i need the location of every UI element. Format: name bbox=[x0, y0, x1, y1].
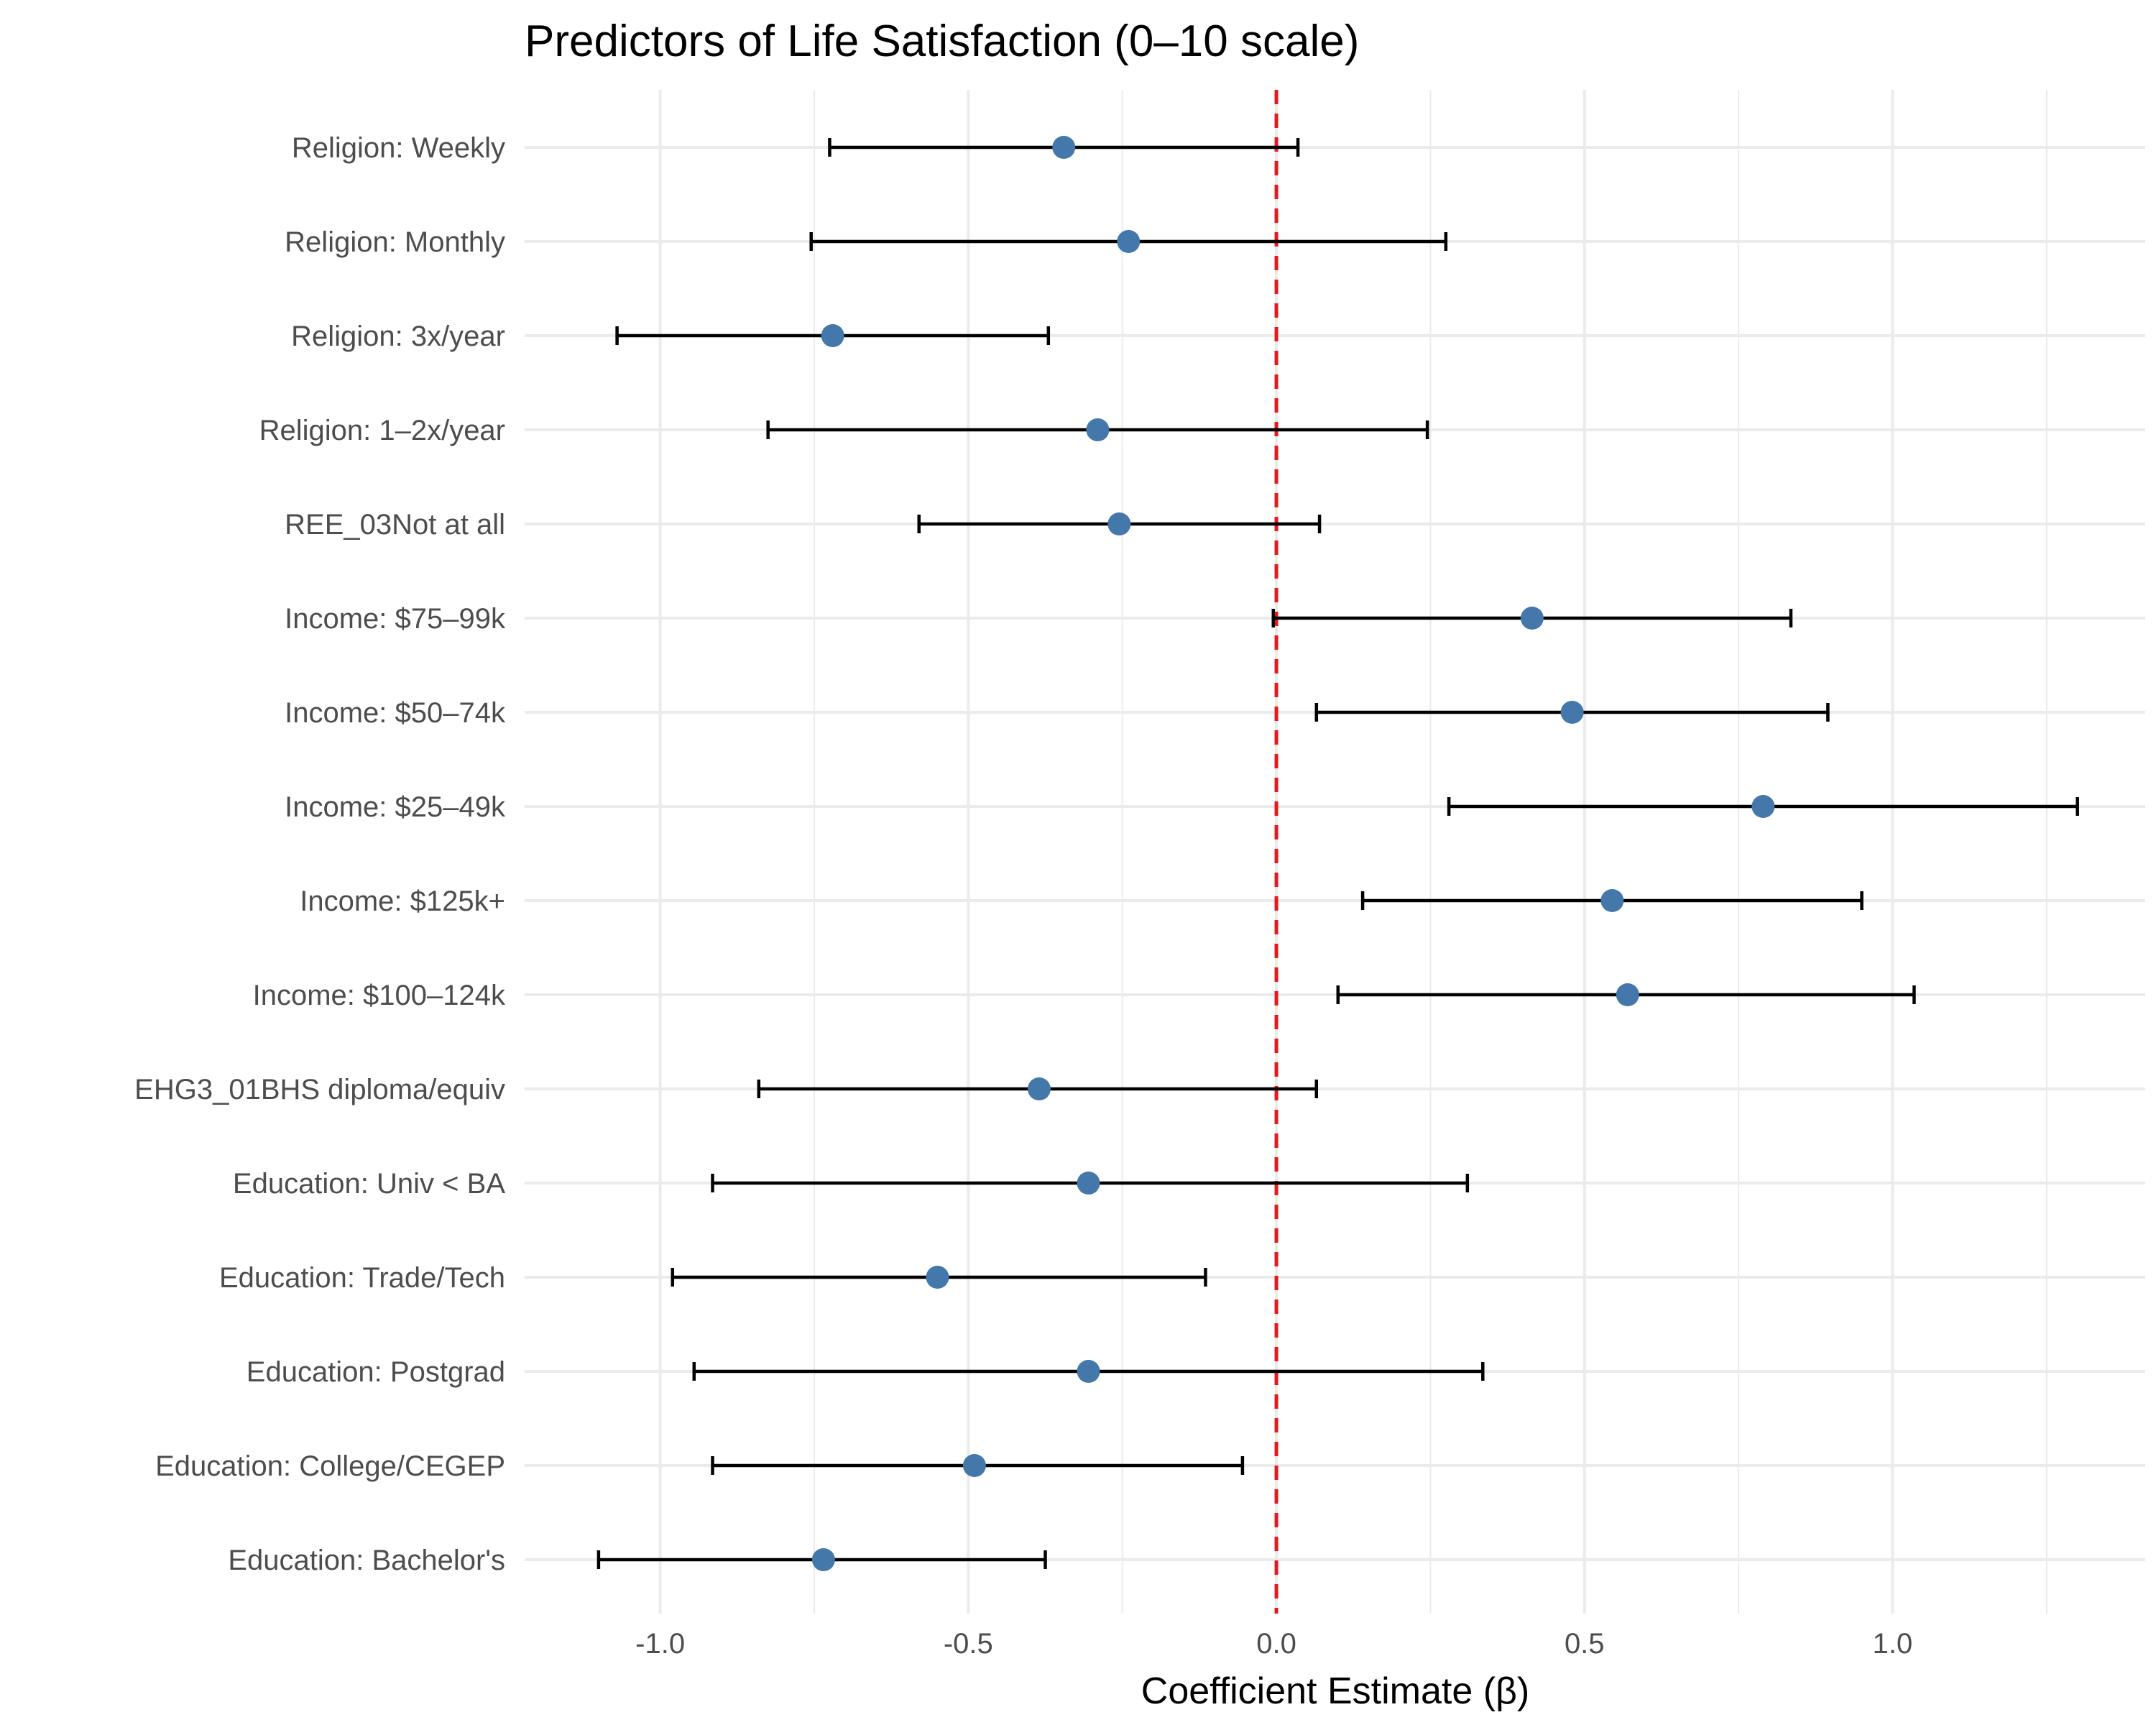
y-tick-label: REE_03Not at all bbox=[285, 509, 505, 540]
y-tick-label: Income: $75–99k bbox=[285, 603, 506, 635]
y-tick-label: Income: $50–74k bbox=[285, 697, 506, 729]
estimate-point bbox=[1521, 607, 1544, 630]
estimate-point bbox=[1751, 795, 1774, 818]
y-tick-label: Religion: 1–2x/year bbox=[259, 415, 505, 446]
grid bbox=[525, 90, 2145, 1614]
estimate-point bbox=[963, 1454, 986, 1477]
estimate-point bbox=[1117, 230, 1140, 253]
estimate-point bbox=[1052, 136, 1075, 159]
estimate-point bbox=[1561, 701, 1584, 724]
points bbox=[812, 136, 1775, 1571]
y-tick-label: Education: Bachelor's bbox=[228, 1545, 505, 1576]
y-tick-label: Education: Univ < BA bbox=[233, 1168, 505, 1200]
estimate-point bbox=[1616, 983, 1639, 1006]
y-tick-label: Education: College/CEGEP bbox=[155, 1450, 505, 1482]
x-tick-label: 0.0 bbox=[1256, 1628, 1296, 1660]
x-axis-tick-labels: -1.0 -0.5 0.0 0.5 1.0 bbox=[635, 1628, 1912, 1660]
y-tick-label: Education: Trade/Tech bbox=[219, 1262, 505, 1294]
y-tick-label: Religion: Monthly bbox=[285, 226, 505, 258]
x-tick-label: -1.0 bbox=[635, 1628, 685, 1660]
estimate-point bbox=[1600, 889, 1623, 912]
y-tick-label: EHG3_01BHS diploma/equiv bbox=[134, 1074, 505, 1105]
estimate-point bbox=[926, 1266, 949, 1289]
y-tick-label: Education: Postgrad bbox=[247, 1356, 505, 1388]
x-axis-title: Coefficient Estimate (β) bbox=[1141, 1670, 1529, 1712]
estimate-point bbox=[1086, 418, 1109, 441]
y-axis-labels: Religion: Weekly Religion: Monthly Religio… bbox=[134, 132, 506, 1576]
estimate-point bbox=[1028, 1077, 1051, 1100]
x-tick-label: -0.5 bbox=[944, 1628, 993, 1660]
y-tick-label: Income: $125k+ bbox=[300, 886, 505, 917]
estimate-point bbox=[1107, 512, 1130, 535]
estimate-point bbox=[1077, 1360, 1100, 1383]
estimate-point bbox=[1077, 1172, 1100, 1195]
x-tick-label: 1.0 bbox=[1873, 1628, 1913, 1660]
y-tick-label: Religion: 3x/year bbox=[291, 321, 505, 352]
x-tick-label: 0.5 bbox=[1565, 1628, 1605, 1660]
y-tick-label: Income: $25–49k bbox=[285, 791, 506, 823]
estimate-point bbox=[821, 324, 844, 347]
error-bars bbox=[599, 138, 2078, 1569]
estimate-point bbox=[812, 1548, 835, 1571]
chart-title: Predictors of Life Satisfaction (0–10 sc… bbox=[525, 17, 1359, 66]
y-tick-label: Income: $100–124k bbox=[253, 980, 506, 1011]
y-tick-label: Religion: Weekly bbox=[292, 132, 505, 164]
